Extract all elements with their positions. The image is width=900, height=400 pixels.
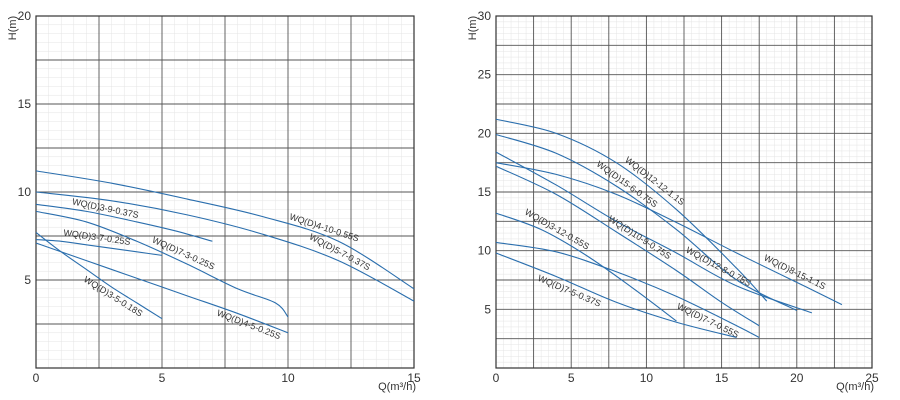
chart-1: 0 5 10 155101520H(m)Q(m³/h)WQ(D)4-10-0.55SW… — [7, 9, 421, 393]
curve-WQ(D)4-5-0.25S — [35, 242, 289, 334]
curve-WQ(D)3-9-0.37S — [35, 203, 213, 242]
chart-2: 0 5 10 15 20 25 5 10 15 20 25 30H(m) Q(m³/h) WQ(D)8-1… — [467, 9, 879, 393]
curve-label: WQ(D)12-8-0.75S — [684, 245, 752, 288]
x-tick-label: 0 — [493, 371, 500, 385]
curve-WQ(D)8-15-1.1S — [495, 162, 843, 306]
y-tick-label: 20 — [478, 126, 492, 140]
major-grid — [496, 16, 872, 368]
curve-label: WQ(D)3-5-0.18S — [82, 274, 144, 318]
y-tick-label: 10 — [478, 244, 492, 258]
x-tick-label: 15 — [715, 371, 729, 385]
x-tick-label: 20 — [790, 371, 804, 385]
curve-WQ(D)12-8-0.75S — [495, 151, 813, 314]
curve-WQ(D)7-5-0.37S — [495, 252, 737, 339]
y-axis-label: H(m) — [7, 16, 19, 40]
x-tick-label: 10 — [281, 371, 295, 385]
x-tick-label: 10 — [640, 371, 654, 385]
curve-label: WQ(D)15-6-0.75S — [595, 159, 660, 210]
x-axis-label: Q(m³/h) — [378, 381, 416, 393]
curve-WQ(D)5-7-0.37S — [35, 191, 415, 302]
x-tick-label: 25 — [865, 371, 879, 385]
y-tick-label: 30 — [478, 9, 492, 23]
y-tick-label: 10 — [18, 185, 32, 199]
curve-label: WQ(D)4-5-0.25S — [215, 308, 282, 342]
curve-WQ(D)7-3-0.25S — [35, 210, 289, 318]
curve-WQ(D)15-6-0.75S — [495, 133, 798, 312]
curve-label: WQ(D)3-7-0.25S — [63, 228, 131, 247]
x-tick-label: 15 — [407, 371, 421, 385]
y-tick-label: 5 — [484, 302, 491, 316]
y-tick-label: 5 — [24, 273, 31, 287]
x-tick-label: 0 — [33, 371, 40, 385]
x-axis-label: Q(m³/h) — [836, 381, 874, 393]
curve-WQ(D)3-5-0.18S — [35, 232, 163, 320]
x-tick-label: 5 — [568, 371, 575, 385]
curve-WQ(D)3-7-0.25S — [35, 238, 163, 256]
curve-WQ(D)4-10-0.55S — [35, 170, 415, 290]
curve-label: WQ(D)7-7-0.55S — [675, 301, 740, 340]
major-grid — [36, 16, 414, 368]
curve-label: WQ(D)8-15-1.1S — [762, 253, 827, 292]
curve-label: WQ(D)7-3-0.25S — [151, 235, 217, 272]
y-tick-label: 20 — [18, 9, 32, 23]
curve-WQ(D)12-12-1.1S — [495, 118, 768, 302]
y-tick-label: 25 — [478, 68, 492, 82]
y-tick-label: 15 — [478, 185, 492, 199]
y-tick-label: 15 — [18, 97, 32, 111]
y-axis-label: H(m) — [467, 16, 479, 40]
curve-WQ(D)3-12-0.55S — [495, 212, 677, 322]
curve-WQ(D)10-9-0.75S — [495, 165, 760, 327]
curve-WQ(D)7-7-0.55S — [495, 241, 760, 338]
x-tick-label: 5 — [159, 371, 166, 385]
plot-frame — [495, 15, 873, 369]
